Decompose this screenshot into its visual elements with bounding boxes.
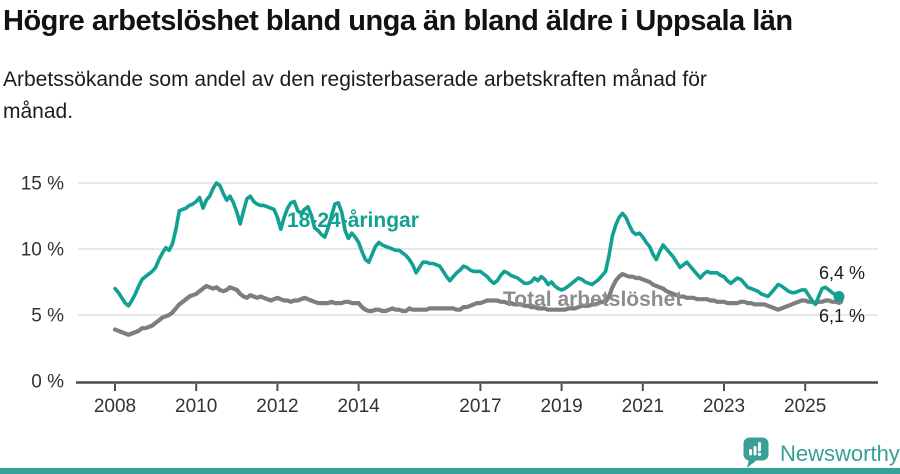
x-axis-tick-label: 2010 [175,396,217,417]
page-subtitle: Arbetssökande som andel av den registerb… [3,68,707,123]
newsworthy-brand[interactable]: Newsworthy [743,437,900,469]
x-axis-tick-label: 2023 [703,396,745,417]
footer-accent-bar [0,468,900,474]
newsworthy-logo-icon [743,437,769,468]
x-axis-tick-label: 2014 [337,396,380,417]
series-label-youth: 18-24-åringar [287,209,419,232]
series-label-total: Total arbetslöshet [503,288,683,311]
x-axis-tick-label: 2025 [784,396,826,417]
x-axis-tick-label: 2019 [540,396,582,417]
youth-unemployment-line [113,181,841,308]
y-axis-tick-label: 5 % [31,306,64,327]
x-axis-tick-label: 2017 [459,396,501,417]
x-axis-tick-label: 2012 [256,396,298,417]
y-axis-tick-label: 0 % [31,372,64,393]
total-unemployment-line [112,272,842,337]
x-axis-tick-label: 2008 [94,396,136,417]
end-value-label-youth: 6,4 % [819,263,866,283]
y-axis-tick-label: 10 % [21,240,64,261]
y-axis-tick-label: 15 % [21,174,64,195]
x-axis-tick-label: 2021 [622,396,664,417]
end-value-label-total: 6,1 % [819,306,866,326]
youth-line-end-dot [833,291,845,302]
page-title: Högre arbetslöshet bland unga än bland ä… [3,5,793,37]
brand-name: Newsworthy [780,441,900,466]
